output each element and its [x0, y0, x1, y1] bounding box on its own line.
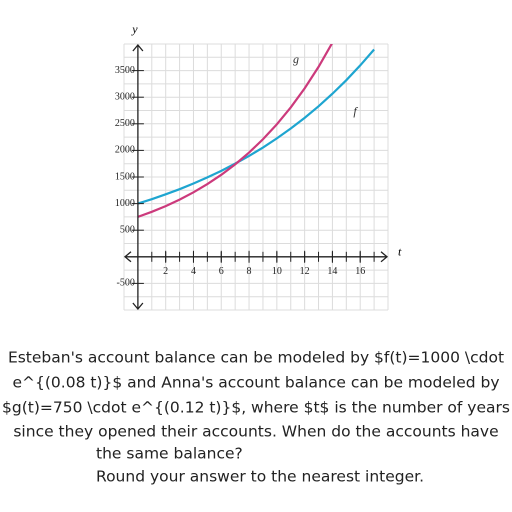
y-tick-label: 2000: [115, 145, 135, 156]
question-line: Esteban's account balance can be modeled…: [8, 349, 504, 367]
series-label: g: [293, 52, 299, 66]
x-tick-label: 16: [355, 266, 365, 277]
x-tick-label: 2: [163, 266, 168, 277]
x-tick-label: 10: [272, 266, 282, 277]
y-tick-label: 2500: [115, 118, 135, 129]
x-tick-label: 14: [327, 266, 337, 277]
x-tick-label: 6: [219, 266, 224, 277]
curves: [137, 44, 375, 218]
question-line: since they opened their accounts. When d…: [13, 423, 498, 441]
y-tick-label: 1000: [115, 198, 135, 209]
y-tick-label: 3500: [115, 65, 135, 76]
arrow: [132, 302, 144, 311]
y-tick-label: 1500: [115, 171, 135, 182]
x-tick-label: 4: [191, 266, 196, 277]
series-label: f: [353, 104, 358, 118]
question-line: e^{(0.08 t)}$ and Anna's account balance…: [12, 374, 499, 392]
y-tick-label: -500: [117, 278, 135, 289]
series-line: [137, 44, 333, 218]
x-axis-label: t: [398, 245, 402, 259]
x-tick-label: 8: [247, 266, 252, 277]
y-tick-label: 3000: [115, 91, 135, 102]
question-line: $g(t)=750 \cdot e^{(0.12 t)}$, where $t$…: [2, 399, 510, 417]
arrow: [123, 251, 132, 263]
y-tick-label: 500: [120, 224, 135, 235]
series-line: [137, 48, 375, 205]
question-line: the same balance?: [96, 445, 243, 463]
question-line: Round your answer to the nearest integer…: [96, 468, 424, 486]
x-tick-label: 12: [300, 266, 310, 277]
arrow: [132, 43, 144, 52]
arrow: [380, 251, 389, 263]
y-axis-label: y: [131, 22, 138, 36]
axes: t y 2 4 6 8 10 12 14 16 -500 500 1000 1500 2000 2500 300…: [115, 22, 402, 311]
